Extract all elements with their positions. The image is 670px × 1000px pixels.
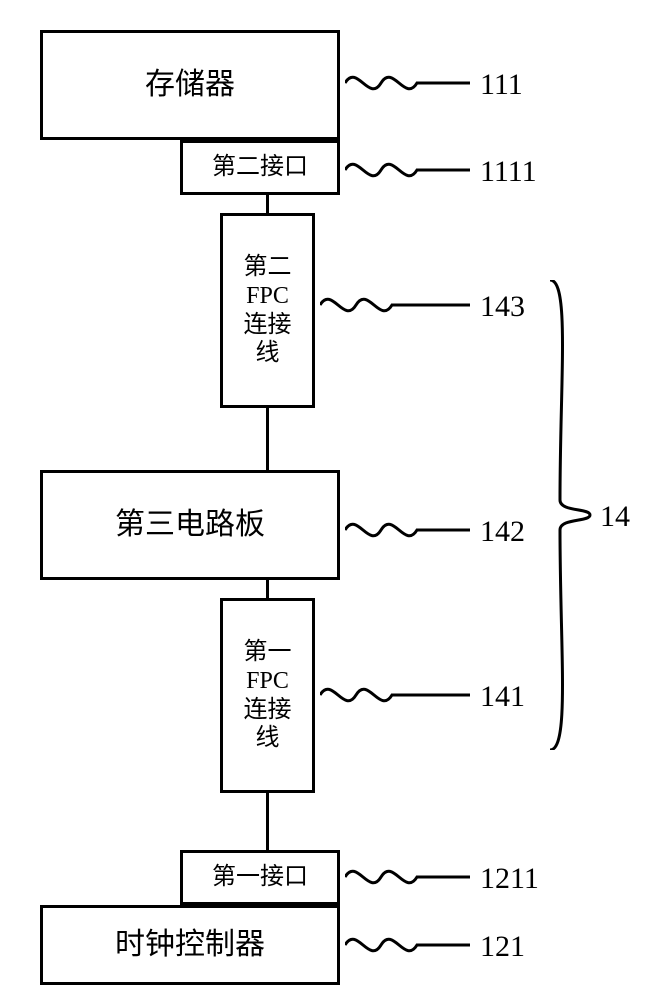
ref-142: 142 — [480, 515, 525, 549]
fpc1-line0: 第一 — [244, 638, 292, 667]
connector-1 — [266, 195, 269, 213]
memory-box: 存储器 — [40, 30, 340, 140]
interface2-label: 第二接口 — [212, 153, 308, 182]
interface1-label: 第一接口 — [212, 863, 308, 892]
squiggle-143 — [320, 290, 475, 320]
ref-141: 141 — [480, 680, 525, 714]
clock-label: 时钟控制器 — [115, 927, 265, 963]
brace-14 — [545, 280, 595, 750]
ref-1111: 1111 — [480, 155, 537, 189]
fpc2-line0: 第二 — [244, 253, 292, 282]
squiggle-141 — [320, 680, 475, 710]
fpc2-box: 第二 FPC 连接 线 — [220, 213, 315, 408]
squiggle-1211 — [345, 862, 475, 892]
fpc2-line2: 连接 — [244, 311, 292, 340]
ref-143: 143 — [480, 290, 525, 324]
interface1-box: 第一接口 — [180, 850, 340, 905]
fpc1-box: 第一 FPC 连接 线 — [220, 598, 315, 793]
fpc1-line3: 线 — [256, 724, 280, 753]
memory-label: 存储器 — [145, 67, 235, 103]
ref-14: 14 — [600, 500, 630, 534]
board3-label: 第三电路板 — [115, 507, 265, 543]
interface2-box: 第二接口 — [180, 140, 340, 195]
fpc2-line3: 线 — [256, 339, 280, 368]
squiggle-111 — [345, 68, 475, 98]
connector-3 — [266, 580, 269, 598]
fpc1-line1: FPC — [246, 667, 289, 696]
clock-box: 时钟控制器 — [40, 905, 340, 985]
fpc2-line1: FPC — [246, 282, 289, 311]
squiggle-121 — [345, 930, 475, 960]
connector-2 — [266, 408, 269, 470]
connector-4 — [266, 793, 269, 850]
ref-121: 121 — [480, 930, 525, 964]
squiggle-1111 — [345, 155, 475, 185]
board3-box: 第三电路板 — [40, 470, 340, 580]
squiggle-142 — [345, 515, 475, 545]
ref-1211: 1211 — [480, 862, 539, 896]
fpc1-line2: 连接 — [244, 696, 292, 725]
ref-111: 111 — [480, 68, 523, 102]
